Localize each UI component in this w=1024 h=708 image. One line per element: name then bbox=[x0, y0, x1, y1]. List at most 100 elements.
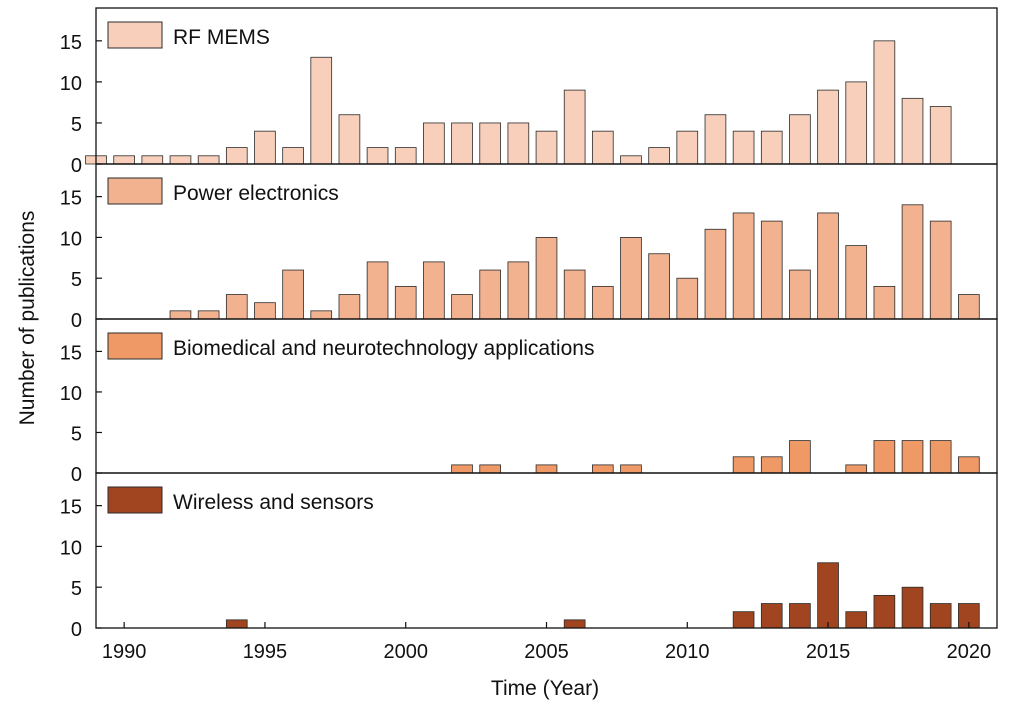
bar bbox=[197, 310, 220, 320]
bar bbox=[873, 40, 896, 165]
bar bbox=[225, 147, 248, 165]
bar bbox=[845, 81, 868, 165]
y-tick-label: 5 bbox=[71, 269, 82, 291]
bar bbox=[648, 147, 670, 165]
bar bbox=[254, 130, 276, 165]
bar bbox=[958, 294, 980, 320]
bar bbox=[507, 122, 530, 165]
bar bbox=[817, 89, 839, 165]
bar bbox=[423, 122, 445, 165]
y-tick-label: 10 bbox=[60, 228, 82, 250]
legend-label: Wireless and sensors bbox=[173, 491, 374, 514]
bar bbox=[732, 611, 755, 629]
bar bbox=[591, 285, 614, 320]
y-tick-label: 10 bbox=[60, 383, 82, 405]
bar bbox=[282, 269, 304, 320]
bar bbox=[310, 310, 333, 320]
bar bbox=[394, 285, 417, 320]
bar bbox=[732, 212, 755, 320]
panel-2: 0 5 10 15 Power electronics bbox=[60, 163, 998, 332]
bar bbox=[591, 130, 614, 165]
legend-swatch bbox=[107, 486, 163, 514]
bar bbox=[197, 155, 220, 165]
bar bbox=[591, 464, 614, 474]
x-tick-label: 2000 bbox=[383, 641, 428, 663]
x-tick-label: 1995 bbox=[243, 641, 288, 663]
bar bbox=[620, 155, 642, 165]
bar bbox=[282, 147, 304, 165]
y-tick-label: 0 bbox=[71, 155, 82, 177]
bar bbox=[451, 464, 473, 474]
bar bbox=[338, 294, 361, 320]
y-tick-label: 15 bbox=[60, 32, 82, 54]
bar bbox=[789, 603, 811, 629]
legend-swatch bbox=[107, 21, 163, 49]
y-axis-label: Number of publications bbox=[16, 211, 39, 426]
bar bbox=[817, 562, 839, 629]
x-axis: 1990 1995 2000 2005 2010 2015 2020 bbox=[102, 622, 991, 663]
legend-label: Power electronics bbox=[173, 182, 339, 205]
legend-label: RF MEMS bbox=[173, 26, 270, 49]
x-tick-label: 2015 bbox=[806, 641, 851, 663]
bar bbox=[929, 440, 952, 474]
bar bbox=[845, 611, 868, 629]
bar bbox=[451, 294, 473, 320]
bar bbox=[873, 440, 896, 474]
bar bbox=[225, 294, 248, 320]
bar bbox=[873, 285, 896, 320]
bar bbox=[704, 114, 727, 165]
bar bbox=[535, 130, 558, 165]
bar bbox=[845, 245, 868, 320]
bar bbox=[535, 237, 558, 320]
bar bbox=[760, 603, 783, 629]
bar bbox=[901, 586, 924, 629]
chart-panels: 0 5 10 15 RF MEMS 0 5 10 15 Power electronics 0 5 10… bbox=[60, 7, 998, 641]
bar bbox=[873, 594, 896, 629]
legend-swatch bbox=[107, 332, 163, 360]
bar bbox=[732, 456, 755, 474]
panel-4: 0 5 10 15 Wireless and sensors bbox=[60, 472, 998, 641]
bar bbox=[479, 269, 502, 320]
bar bbox=[760, 130, 783, 165]
bar bbox=[929, 106, 952, 165]
y-tick-label: 0 bbox=[71, 464, 82, 486]
bar bbox=[113, 155, 135, 165]
bar bbox=[225, 619, 248, 629]
bar bbox=[789, 114, 811, 165]
bar bbox=[479, 122, 502, 165]
bar bbox=[732, 130, 755, 165]
bar bbox=[676, 277, 699, 320]
bar bbox=[169, 155, 192, 165]
bar bbox=[563, 89, 586, 165]
y-tick-label: 0 bbox=[71, 619, 82, 641]
bar bbox=[451, 122, 473, 165]
bar bbox=[338, 114, 361, 165]
bar bbox=[760, 220, 783, 320]
bar bbox=[704, 228, 727, 320]
bar bbox=[141, 155, 164, 165]
bar bbox=[648, 253, 670, 320]
x-axis-label: Time (Year) bbox=[491, 677, 599, 700]
bar bbox=[366, 261, 389, 320]
bar bbox=[563, 619, 586, 629]
bar bbox=[310, 56, 333, 165]
bar bbox=[479, 464, 502, 474]
bar bbox=[507, 261, 530, 320]
bar bbox=[620, 464, 642, 474]
bar bbox=[423, 261, 445, 320]
bar bbox=[676, 130, 699, 165]
bar bbox=[929, 603, 952, 629]
bar bbox=[929, 220, 952, 320]
x-tick-label: 2010 bbox=[665, 641, 710, 663]
bar bbox=[366, 147, 389, 165]
bar bbox=[958, 456, 980, 474]
y-tick-label: 15 bbox=[60, 497, 82, 519]
bar bbox=[563, 269, 586, 320]
x-tick-label: 1990 bbox=[102, 641, 147, 663]
y-tick-label: 15 bbox=[60, 342, 82, 364]
y-tick-label: 10 bbox=[60, 73, 82, 95]
bar bbox=[535, 464, 558, 474]
bar bbox=[254, 302, 276, 320]
panel-3: 0 5 10 15 Biomedical and neurotechnology app… bbox=[60, 318, 998, 486]
